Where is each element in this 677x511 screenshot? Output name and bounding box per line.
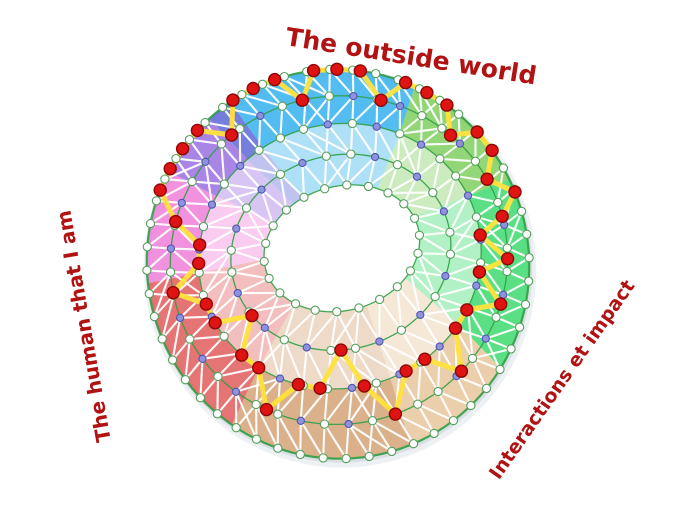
wheel-diagram: The outside world The human that I am In… bbox=[51, 22, 640, 484]
donut-mesh-svg bbox=[142, 62, 537, 468]
